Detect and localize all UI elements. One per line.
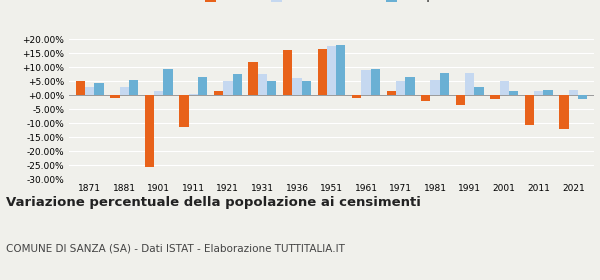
Bar <box>248 62 258 95</box>
Bar <box>361 70 371 95</box>
Bar <box>198 77 208 95</box>
Bar <box>440 73 449 95</box>
Bar <box>405 77 415 95</box>
Bar <box>421 95 430 101</box>
Legend: Sanza, Provincia di SA, Campania: Sanza, Provincia di SA, Campania <box>205 0 458 2</box>
Text: COMUNE DI SANZA (SA) - Dati ISTAT - Elaborazione TUTTITALIA.IT: COMUNE DI SANZA (SA) - Dati ISTAT - Elab… <box>6 244 345 254</box>
Bar <box>94 83 104 95</box>
Bar <box>509 91 518 95</box>
Bar <box>544 90 553 95</box>
Bar <box>430 80 440 95</box>
Bar <box>292 78 302 95</box>
Bar <box>154 91 163 95</box>
Bar <box>110 95 119 98</box>
Bar <box>559 95 569 129</box>
Bar <box>283 50 292 95</box>
Bar <box>500 81 509 95</box>
Bar <box>490 95 500 99</box>
Bar <box>534 91 544 95</box>
Bar <box>578 95 587 99</box>
Bar <box>163 69 173 95</box>
Bar <box>258 74 267 95</box>
Bar <box>525 95 534 125</box>
Bar <box>396 81 405 95</box>
Bar <box>223 81 233 95</box>
Bar <box>179 95 188 127</box>
Bar <box>302 81 311 95</box>
Bar <box>119 87 129 95</box>
Bar <box>465 73 475 95</box>
Bar <box>145 95 154 167</box>
Bar <box>129 80 138 95</box>
Bar <box>475 87 484 95</box>
Bar <box>233 74 242 95</box>
Text: Variazione percentuale della popolazione ai censimenti: Variazione percentuale della popolazione… <box>6 196 421 209</box>
Bar <box>214 91 223 95</box>
Bar <box>267 81 277 95</box>
Bar <box>569 90 578 95</box>
Bar <box>85 87 94 95</box>
Bar <box>455 95 465 105</box>
Bar <box>317 49 327 95</box>
Bar <box>371 69 380 95</box>
Bar <box>352 95 361 98</box>
Bar <box>188 94 198 95</box>
Bar <box>386 91 396 95</box>
Bar <box>327 46 336 95</box>
Bar <box>76 81 85 95</box>
Bar <box>336 45 346 95</box>
